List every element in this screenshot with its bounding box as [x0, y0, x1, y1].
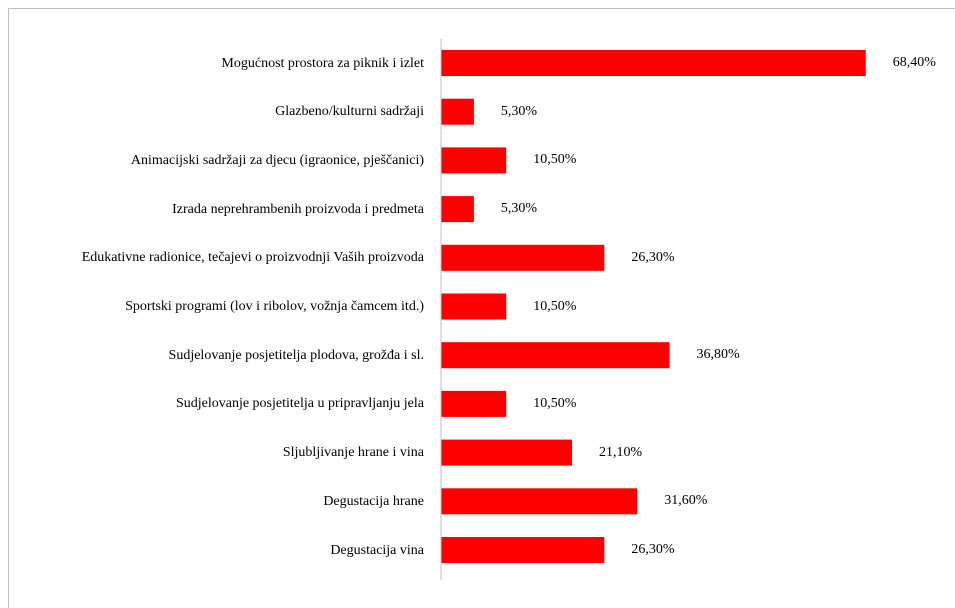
- value-label: 10,50%: [533, 152, 577, 168]
- value-label: 5,30%: [500, 201, 538, 217]
- bar: [441, 439, 573, 466]
- category-label: Degustacija hrane: [323, 493, 424, 509]
- category-label: Glazbeno/kulturni sadržaji: [275, 104, 424, 120]
- value-label: 10,50%: [533, 395, 577, 411]
- bar: [441, 98, 474, 125]
- bar: [441, 342, 670, 369]
- bar: [441, 293, 507, 320]
- bar: [441, 537, 605, 563]
- category-label: Mogućnost prostora za piknik i izlet: [221, 55, 424, 71]
- category-label: Izrada neprehrambenih proizvoda i predme…: [172, 201, 424, 217]
- bar: [441, 244, 605, 271]
- category-label: Sljubljivanje hrane i vina: [282, 445, 424, 461]
- category-label: Degustacija vina: [330, 542, 424, 558]
- bar: [441, 390, 507, 417]
- value-label: 5,30%: [500, 103, 538, 119]
- bar: [441, 488, 638, 515]
- value-label: 10,50%: [533, 298, 577, 314]
- chart-border: [8, 8, 955, 608]
- value-label: 26,30%: [631, 542, 675, 557]
- category-label: Edukativne radionice, tečajevi o proizvo…: [81, 250, 424, 266]
- bar: [441, 147, 507, 174]
- value-label: 36,80%: [696, 347, 740, 363]
- category-label: Sportski programi (lov i ribolov, vožnja…: [125, 299, 424, 314]
- category-label: Animacijski sadržaji za djecu (igraonice…: [130, 152, 424, 168]
- value-label: 31,60%: [664, 493, 708, 509]
- value-label: 26,30%: [631, 249, 675, 265]
- value-label: 68,40%: [892, 55, 936, 70]
- category-label: Sudjelovanje posjetitelja u pripravljanj…: [175, 396, 424, 412]
- bar: [441, 196, 474, 223]
- value-label: 21,10%: [599, 444, 643, 460]
- category-label: Sudjelovanje posjetitelja plodova, grožđ…: [168, 347, 424, 363]
- bar: [441, 50, 866, 76]
